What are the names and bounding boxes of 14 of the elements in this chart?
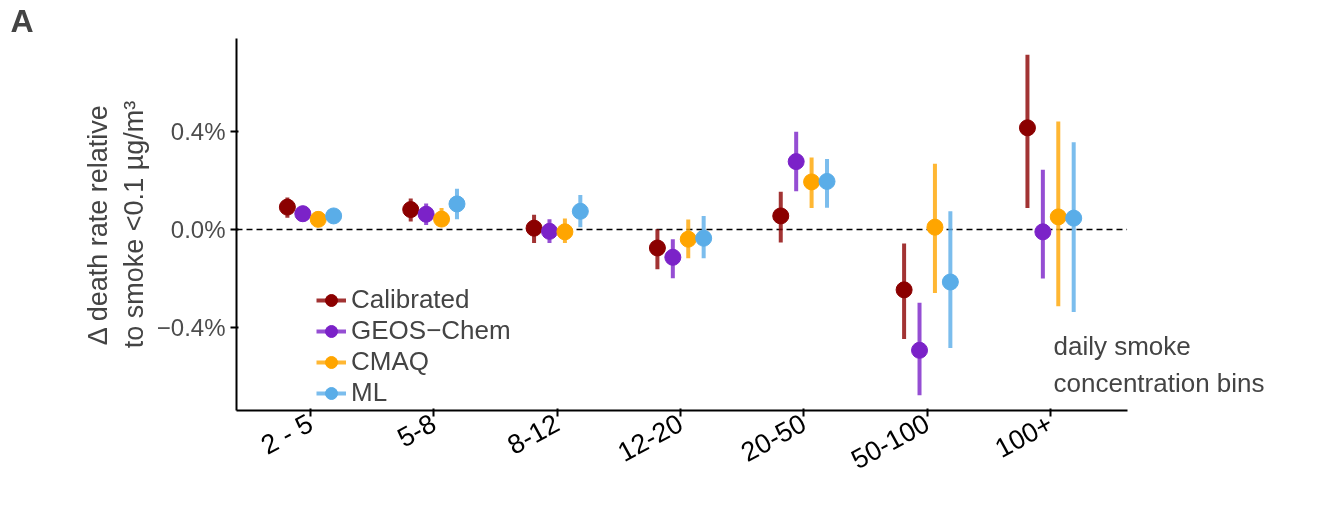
legend-label: Calibrated — [351, 284, 470, 315]
x-tick-label: 5-8 — [392, 408, 442, 454]
legend-label: GEOS−Chem — [351, 315, 511, 346]
y-tick-label: 0.0% — [170, 215, 226, 243]
y-axis-title: Δ death rate relative to smoke <0.1 µg/m³ — [82, 100, 149, 349]
legend-label: ML — [351, 377, 388, 408]
x-tick-label: 2 - 5 — [255, 408, 318, 461]
y-tick-label: −0.4% — [156, 313, 226, 341]
x-tick-label: 100+ — [990, 408, 1058, 464]
x-axis-title: daily smoke concentration bins — [1053, 330, 1265, 398]
text: A — [10, 2, 34, 39]
legend-label: CMAQ — [351, 346, 429, 377]
y-tick-label: 0.4% — [170, 118, 226, 145]
x-tick-label: 8-12 — [502, 408, 565, 461]
